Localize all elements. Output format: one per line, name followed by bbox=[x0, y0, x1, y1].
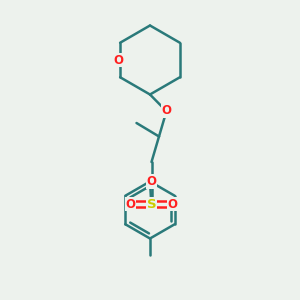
Text: O: O bbox=[167, 197, 178, 211]
Text: O: O bbox=[125, 197, 136, 211]
Text: O: O bbox=[114, 53, 124, 67]
Text: S: S bbox=[147, 197, 156, 211]
Text: O: O bbox=[161, 104, 172, 118]
Text: O: O bbox=[146, 175, 157, 188]
